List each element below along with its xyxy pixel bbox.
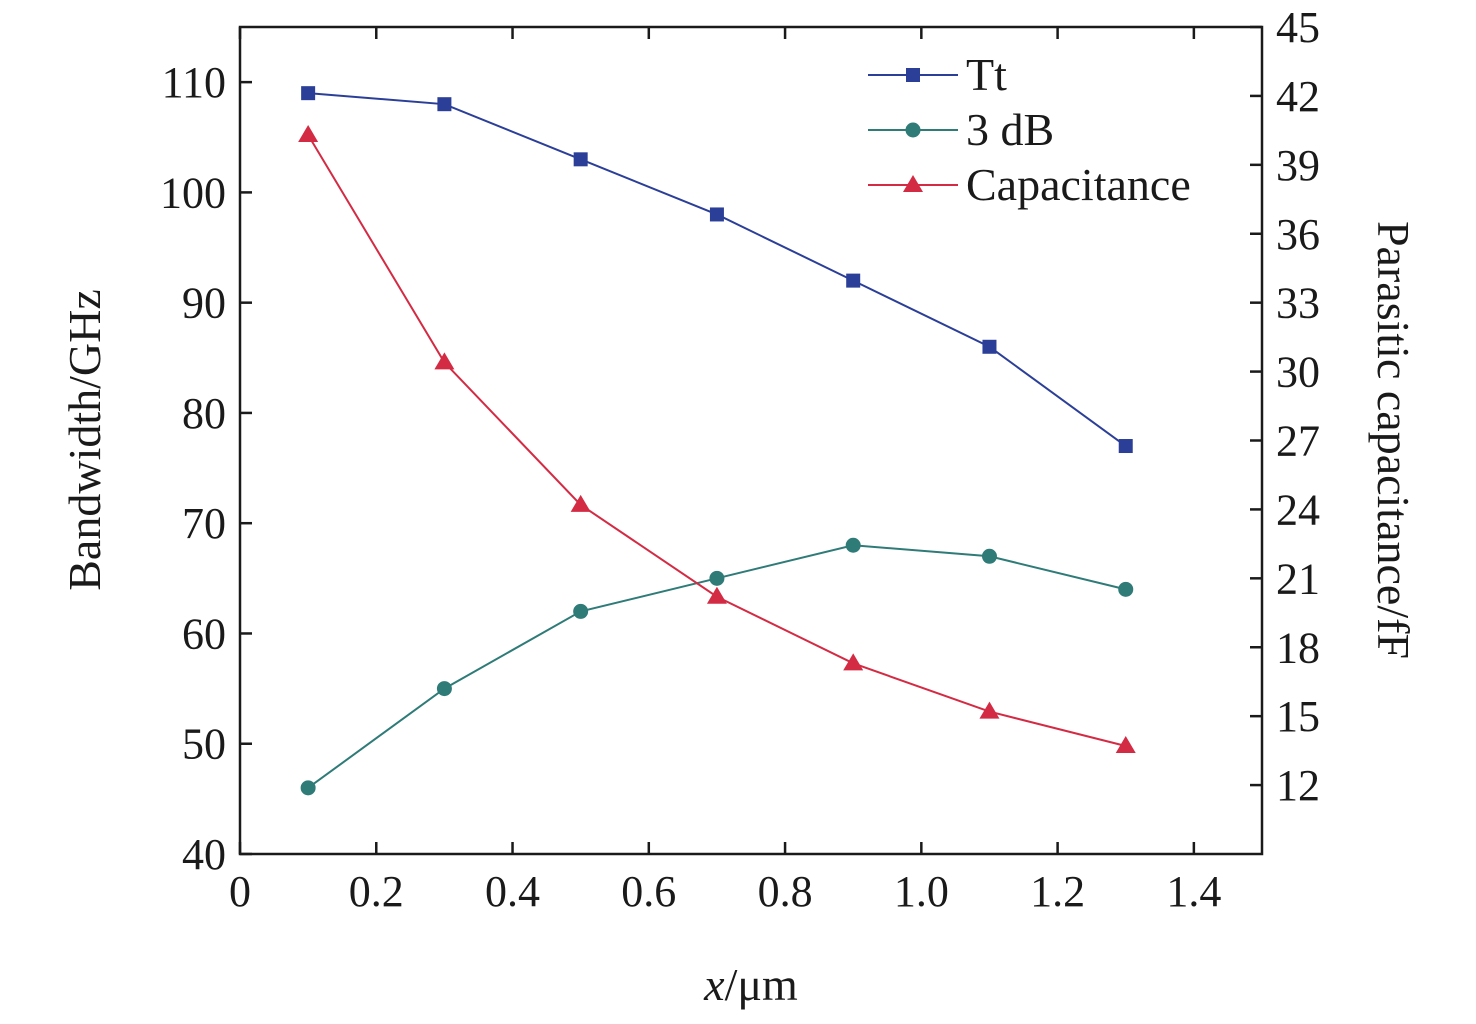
square-marker [906,68,920,82]
y-right-tick-label: 15 [1276,692,1320,741]
x-axis-title: x/μm [703,959,798,1010]
y-left-tick-label: 40 [182,830,226,879]
y-right-tick-label: 30 [1276,348,1320,397]
series-line-capacitance [307,134,1126,748]
y-left-tick-label: 80 [182,389,226,438]
series-capacitance [298,124,1136,754]
x-axis-title-unit: /μm [725,959,798,1010]
legend-label: Capacitance [966,159,1191,210]
circle-marker [436,681,452,697]
y-left-tick-label: 70 [182,499,226,548]
x-tick-label: 0.2 [349,867,404,916]
y-right-tick-label: 12 [1276,761,1320,810]
x-tick-label: 0.8 [758,867,813,916]
legend-label: Tt [966,49,1007,100]
triangle-marker [1115,736,1136,754]
legend-entry-3-db: 3 dB [868,104,1054,155]
square-marker [982,339,997,354]
triangle-marker [979,701,1000,719]
circle-marker [1118,581,1134,597]
legend-label: 3 dB [966,104,1054,155]
y-right-tick-label: 33 [1276,279,1320,328]
x-tick-label: 0.4 [485,867,540,916]
circle-marker [573,603,589,619]
y-axis-right-title: Parasitic capacitance/fF [1368,221,1419,659]
plot-frame [238,25,1264,856]
y-left-tick-label: 110 [162,58,226,107]
x-tick-label: 1.4 [1166,867,1221,916]
x-axis-title-variable: x [703,959,725,1010]
y-left-tick-label: 60 [182,609,226,658]
circle-marker [709,570,725,586]
x-tick-label: 1.2 [1030,867,1085,916]
y-right-tick-label: 21 [1276,554,1320,603]
y-axis-left-title: Bandwidth/GHz [59,289,110,591]
series-layer [298,86,1136,796]
y-right-tick-label: 27 [1276,417,1320,466]
x-tick-label: 0 [229,867,251,916]
triangle-marker [434,352,455,370]
y-right-tick-label: 24 [1276,485,1320,534]
x-tick-label: 0.6 [621,867,676,916]
square-marker [573,152,588,167]
square-marker [1118,439,1133,454]
triangle-marker [903,175,923,192]
triangle-marker [298,124,319,142]
y-right-tick-label: 18 [1276,623,1320,672]
y-right-tick-label: 42 [1276,72,1320,121]
y-left-tick-label: 90 [182,279,226,328]
y-right-tick-label: 36 [1276,210,1320,259]
triangle-marker [843,653,864,671]
y-right-tick-label: 45 [1276,3,1320,52]
x-tick-label: 1.0 [894,867,949,916]
series-tt [301,86,1133,454]
triangle-marker [570,494,591,512]
y-left-tick-label: 100 [160,168,226,217]
y-left-tick-label: 50 [182,720,226,769]
square-marker [709,207,724,222]
circle-marker [981,548,997,564]
circle-marker [300,780,316,796]
y-right-tick-label: 39 [1276,141,1320,190]
triangle-marker [706,586,727,604]
square-marker [437,97,452,112]
legend-entry-tt: Tt [868,49,1007,100]
legend-entry-capacitance: Capacitance [868,159,1191,210]
circle-marker [905,122,921,138]
axis-ticks [238,25,1262,856]
square-marker [846,273,861,288]
circle-marker [845,537,861,553]
series-3-db [300,537,1134,796]
square-marker [301,86,316,101]
axis-tick-labels: 0 0.2 0.4 0.6 0.8 1.0 1.2 1.4 40 50 60 70 80 90 100 110… [160,3,1320,916]
